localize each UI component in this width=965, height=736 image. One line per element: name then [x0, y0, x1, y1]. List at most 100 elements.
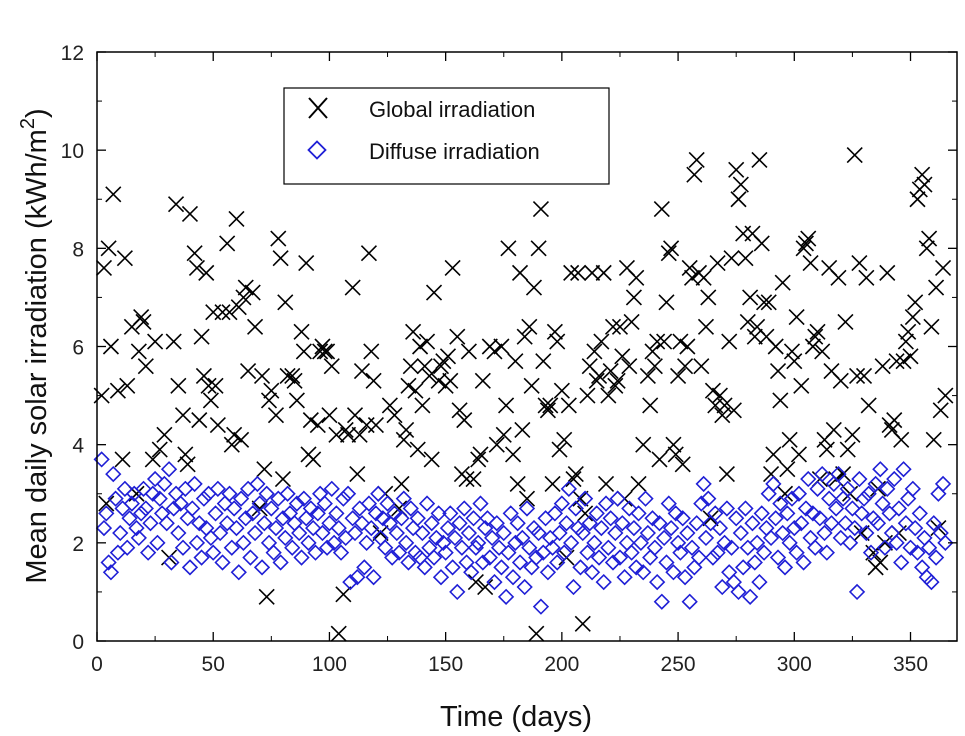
diffuse-point [751, 573, 768, 591]
diffuse-point [158, 515, 175, 532]
diffuse-point [635, 564, 652, 581]
diffuse-point [742, 588, 759, 605]
global-point [360, 245, 378, 262]
diffuse-point [256, 515, 273, 532]
diffuse-point [458, 554, 475, 571]
diffuse-point [858, 524, 875, 542]
diffuse-point [597, 495, 615, 512]
diffuse-point [809, 480, 826, 497]
global-point [577, 505, 594, 522]
global-point [607, 377, 624, 394]
global-point [95, 259, 113, 277]
diffuse-point [500, 544, 517, 561]
diffuse-point [758, 519, 775, 537]
diffuse-point [711, 519, 729, 537]
diffuse-point [735, 559, 752, 576]
global-point [702, 510, 719, 527]
diffuse-point [625, 519, 643, 537]
global-point [251, 500, 268, 517]
diffuse-point [274, 510, 292, 527]
diffuse-point [730, 583, 747, 601]
diffuse-point [886, 470, 903, 488]
diffuse-point [716, 534, 733, 551]
diffuse-point [414, 524, 431, 542]
diffuse-point [583, 564, 601, 581]
diffuse-point [572, 559, 589, 576]
global-point [623, 313, 640, 331]
global-point [670, 367, 687, 385]
diffuse-point [672, 544, 689, 561]
diffuse-point [934, 475, 952, 493]
global-point [430, 372, 447, 389]
diffuse-point [144, 485, 161, 502]
global-point [549, 333, 566, 350]
diffuse-point [867, 475, 884, 493]
global-point [769, 362, 787, 380]
diffuse-point [121, 510, 138, 527]
diffuse-point [560, 480, 577, 497]
diffuse-point [277, 529, 294, 547]
y-tick-label: 8 [72, 238, 84, 261]
global-point [753, 235, 770, 252]
diffuse-point [339, 485, 357, 502]
diffuse-point [232, 490, 250, 507]
diffuse-point [920, 539, 938, 556]
diffuse-point [388, 524, 405, 542]
diffuse-point [772, 495, 789, 512]
diffuse-point [574, 524, 591, 542]
global-point [893, 431, 910, 448]
diffuse-point [170, 524, 187, 542]
global-point [730, 191, 747, 208]
global-point [676, 358, 694, 375]
diffuse-point [556, 544, 573, 561]
diffuse-point [146, 470, 164, 488]
diffuse-point [630, 505, 647, 522]
diffuse-point [318, 539, 336, 556]
global-point [451, 402, 468, 419]
diffuse-point [384, 549, 401, 566]
diffuse-point [177, 480, 194, 497]
diffuse-point [786, 519, 803, 537]
global-point [298, 254, 315, 272]
diffuse-point [690, 549, 708, 566]
global-point [186, 245, 203, 262]
global-point [795, 240, 812, 257]
diffuse-point [398, 534, 415, 551]
global-point [760, 294, 777, 311]
global-point [102, 338, 120, 355]
diffuse-point [521, 539, 538, 556]
diffuse-point [119, 539, 136, 556]
global-point [144, 451, 161, 468]
global-point [693, 358, 710, 375]
y-tick-label: 6 [72, 337, 84, 360]
diffuse-point [474, 554, 491, 571]
diffuse-point [272, 554, 289, 571]
global-point [860, 397, 877, 414]
diffuse-point [604, 554, 622, 571]
global-point [405, 323, 422, 340]
diffuse-point [344, 510, 361, 527]
diffuse-point [667, 505, 684, 522]
diffuse-point [760, 485, 777, 502]
diffuse-point [514, 529, 531, 547]
diffuse-point [697, 529, 715, 547]
diffuse-point [107, 490, 124, 507]
global-point [788, 308, 805, 326]
global-point [279, 367, 296, 385]
y-tick-label: 10 [61, 140, 84, 163]
diffuse-point [230, 564, 247, 581]
diffuse-point [358, 534, 375, 551]
diffuse-point [851, 470, 868, 488]
axes: 0 50 100 150 200 250 300 350 0 2 4 6 8 10 12 [61, 42, 958, 676]
diffuse-point [662, 519, 680, 537]
global-point [226, 426, 243, 443]
global-point [309, 416, 326, 434]
diffuse-point [156, 475, 173, 493]
global-point [246, 318, 264, 335]
diffuse-point [184, 500, 201, 517]
global-point [518, 490, 536, 507]
global-point [542, 397, 559, 414]
diffuse-point [614, 515, 631, 532]
diffuse-point [869, 515, 887, 532]
